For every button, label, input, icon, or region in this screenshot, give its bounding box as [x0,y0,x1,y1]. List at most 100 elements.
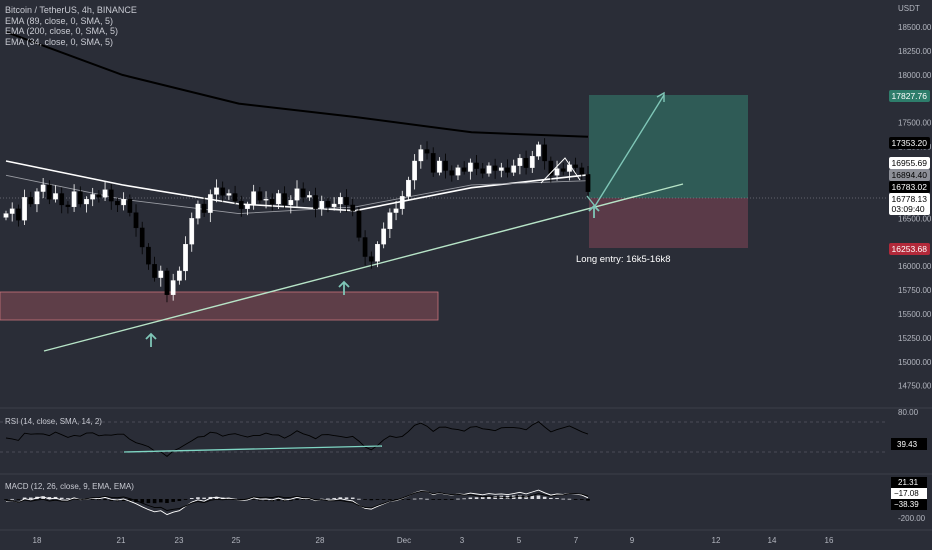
entry-annotation: Long entry: 16k5-16k8 [576,254,671,265]
macd-bar [518,495,522,499]
candle [443,160,448,171]
last-price-tag: 16778.13 03:09:40 [888,193,930,215]
macd-bar [121,499,126,501]
rsi-label: RSI (14, close, SMA, 14, 2) [5,417,102,426]
macd-bar [301,499,305,500]
candle [46,184,52,200]
candle [71,191,77,208]
candle [362,237,368,257]
candle [387,212,393,230]
currency-label: USDT [898,4,920,13]
candle [269,199,275,205]
candle [96,194,102,198]
macd-label: MACD (12, 26, close, 9, EMA, EMA) [5,482,134,491]
macd-bar [239,499,244,500]
time-tick-label: 18 [33,536,42,545]
macd-bar [462,498,466,500]
macd-bar [480,497,485,499]
candle [207,194,213,213]
macd-bar [313,499,318,500]
time-tick-label: 12 [712,536,721,545]
candle [84,199,89,205]
candle [59,193,65,206]
macd-bar [332,497,336,499]
macd-bar [189,498,194,499]
macd-bar [536,495,541,499]
candle [455,167,461,176]
macd-bar [567,498,572,500]
candle [492,165,498,171]
macd-bar [97,499,101,501]
macd-bar [456,498,460,500]
macd-bar [59,497,64,499]
candle [424,149,430,154]
macd-bar [338,497,343,499]
candle [393,208,399,213]
candle [486,165,492,174]
candle [406,179,411,197]
candle [560,168,566,172]
price-tick-label: 15000.00 [898,358,932,367]
macd-bar [474,497,479,499]
macd-signal-line [5,491,589,511]
time-tick-label: 3 [460,536,465,545]
macd-bar [165,499,169,504]
chart-legend: Bitcoin / TetherUS, 4h, BINANCE EMA (89,… [5,5,137,47]
time-tick-label: 9 [630,536,635,545]
candle [16,208,21,221]
candle [238,200,244,209]
candle [511,165,517,173]
candle [3,213,9,218]
candle [115,200,120,206]
candle [245,204,250,209]
up-arrow-icon [338,280,350,295]
macd-bar [183,499,188,500]
macd-bar [196,497,200,499]
macd-value-tag-3 [891,499,927,510]
time-tick-label: 16 [825,536,834,545]
candle [517,157,523,166]
macd-bar [419,498,423,500]
candle [449,170,455,176]
candle [585,174,591,192]
macd-bar [152,499,157,504]
macd-bar [177,499,182,502]
candle [263,199,269,201]
candle [368,256,374,262]
macd-bar [90,499,95,500]
macd-bar [16,499,21,500]
rsi-line [5,421,589,457]
candle [164,270,170,295]
macd-bar [369,499,374,501]
price-tick-label: 17500.00 [898,119,932,128]
stop-price-tag: 16253.68 [888,243,930,255]
macd-bar [580,499,584,500]
candle [158,270,164,278]
candle [108,189,114,202]
macd-value-tag-1 [891,477,927,488]
ema34b-price-tag: 16783.02 [888,181,930,193]
macd-bar [158,499,163,503]
candle [529,156,535,168]
macd-bar [251,499,256,500]
macd-value-2: −17.08 [894,489,919,498]
candle [133,212,139,229]
macd-value-1: 21.31 [898,478,919,487]
price-axis: 18500.0018250.0018000.0017500.0017250.00… [898,23,932,391]
candle [474,162,479,169]
ema89-price-tag: 16955.69 [888,157,930,169]
macd-bar [103,499,107,501]
candle [523,157,529,168]
candle [183,244,188,272]
candle [313,195,318,209]
candle [170,280,176,295]
macd-bar [258,499,262,501]
time-tick-label: 14 [768,536,777,545]
candle [9,208,15,214]
indicator-ema89: EMA (89, close, 0, SMA, 5) [5,15,114,26]
macd-bar [146,499,151,504]
candle [381,228,387,245]
candle [548,160,554,176]
candle [40,184,46,192]
